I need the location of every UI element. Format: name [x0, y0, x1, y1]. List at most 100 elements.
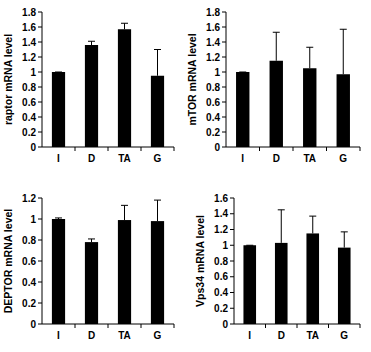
y-tick	[230, 213, 234, 214]
error-cap	[273, 32, 280, 33]
error-bar	[340, 29, 347, 74]
x-tick	[326, 147, 327, 151]
panel: 00.20.40.60.811.21.41.61.8IDTAGraptor mR…	[2, 7, 174, 165]
x-tick	[360, 147, 361, 151]
y-tick-label: 1	[30, 214, 36, 225]
x-tick-label: G	[339, 153, 347, 164]
y-tick	[38, 132, 42, 133]
y-tick-label: 0	[214, 142, 220, 153]
x-tick-label: I	[241, 153, 244, 164]
error-line	[157, 200, 158, 221]
bar	[306, 233, 319, 324]
y-tick-label: 0.2	[206, 127, 220, 138]
bar	[118, 220, 131, 324]
bar	[338, 248, 351, 324]
y-tick-label: 1.4	[206, 37, 220, 48]
y-tick-label: 0.6	[214, 271, 228, 282]
error-cap	[154, 49, 161, 50]
x-tick	[328, 324, 329, 328]
y-tick	[38, 42, 42, 43]
y-tick	[230, 324, 234, 325]
y-axis-label: Vps34 mRNA level	[194, 215, 206, 307]
bars	[52, 23, 164, 147]
x-tick-label: G	[340, 330, 348, 341]
x-tick-label: I	[57, 153, 60, 164]
bar	[275, 243, 288, 324]
y-tick	[230, 308, 234, 309]
y-tick	[230, 198, 234, 199]
x-tick	[174, 324, 175, 328]
y-tick-label: 0	[30, 319, 36, 330]
y-tick	[38, 261, 42, 262]
bar	[236, 72, 249, 147]
x-tick-label: D	[88, 330, 95, 341]
y-tick-label: 1.2	[206, 52, 220, 63]
y-tick-label: 0.2	[214, 303, 228, 314]
x-tick-label: I	[248, 330, 251, 341]
bar	[52, 219, 65, 324]
y-axis-label: mTOR mRNA level	[186, 33, 198, 125]
x-tick-label: D	[273, 153, 280, 164]
error-cap	[121, 23, 128, 24]
error-line	[276, 32, 277, 61]
error-line	[124, 205, 125, 220]
error-bar	[55, 218, 62, 219]
y-tick	[222, 12, 226, 13]
y-tick-label: 0	[30, 142, 36, 153]
y-axis	[234, 198, 235, 324]
error-bar	[121, 205, 128, 220]
bar	[337, 74, 350, 147]
bars	[52, 200, 164, 324]
error-cap	[306, 47, 313, 48]
x-tick	[108, 147, 109, 151]
error-cap	[88, 238, 95, 239]
x-tick-label: G	[154, 153, 162, 164]
error-line	[91, 41, 92, 45]
panel: 00.20.40.60.811.21.41.61.8IDTAGmTOR mRNA…	[186, 7, 360, 165]
bar	[151, 76, 164, 147]
y-tick	[38, 102, 42, 103]
y-tick-label: 1.8	[206, 7, 220, 18]
y-tick-label: 1.2	[22, 193, 36, 204]
y-tick-label: 0.8	[206, 82, 220, 93]
error-cap	[239, 72, 246, 73]
y-tick	[38, 324, 42, 325]
error-cap	[341, 231, 348, 232]
error-cap	[309, 216, 316, 217]
y-tick	[38, 282, 42, 283]
y-tick-label: 1.6	[206, 22, 220, 33]
y-axis	[226, 12, 227, 147]
bar	[85, 45, 98, 147]
error-bar	[309, 216, 316, 233]
error-cap	[55, 217, 62, 218]
y-tick-label: 0.4	[22, 277, 36, 288]
x-tick-label: TA	[306, 330, 319, 341]
y-tick	[38, 72, 42, 73]
error-cap	[278, 209, 285, 210]
y-tick	[38, 240, 42, 241]
x-tick	[75, 324, 76, 328]
y-tick	[38, 27, 42, 28]
error-line	[124, 23, 125, 29]
y-tick-label: 1.4	[214, 208, 228, 219]
error-bar	[88, 239, 95, 242]
bar	[52, 72, 65, 147]
y-axis-label: raptor mRNA level	[2, 34, 14, 125]
y-tick-label: 0.4	[214, 287, 228, 298]
y-tick-label: 0.8	[22, 235, 36, 246]
y-tick	[222, 72, 226, 73]
y-tick	[38, 117, 42, 118]
error-cap	[246, 245, 253, 246]
y-tick	[222, 132, 226, 133]
bar	[303, 68, 316, 147]
error-bar	[341, 232, 348, 248]
y-axis	[42, 198, 43, 324]
error-line	[309, 47, 310, 68]
error-bar	[154, 50, 161, 76]
error-line	[281, 210, 282, 243]
error-bar	[88, 41, 95, 45]
y-tick	[222, 102, 226, 103]
y-tick-label: 1.6	[214, 193, 228, 204]
y-tick-label: 0.8	[214, 256, 228, 267]
x-tick	[293, 147, 294, 151]
